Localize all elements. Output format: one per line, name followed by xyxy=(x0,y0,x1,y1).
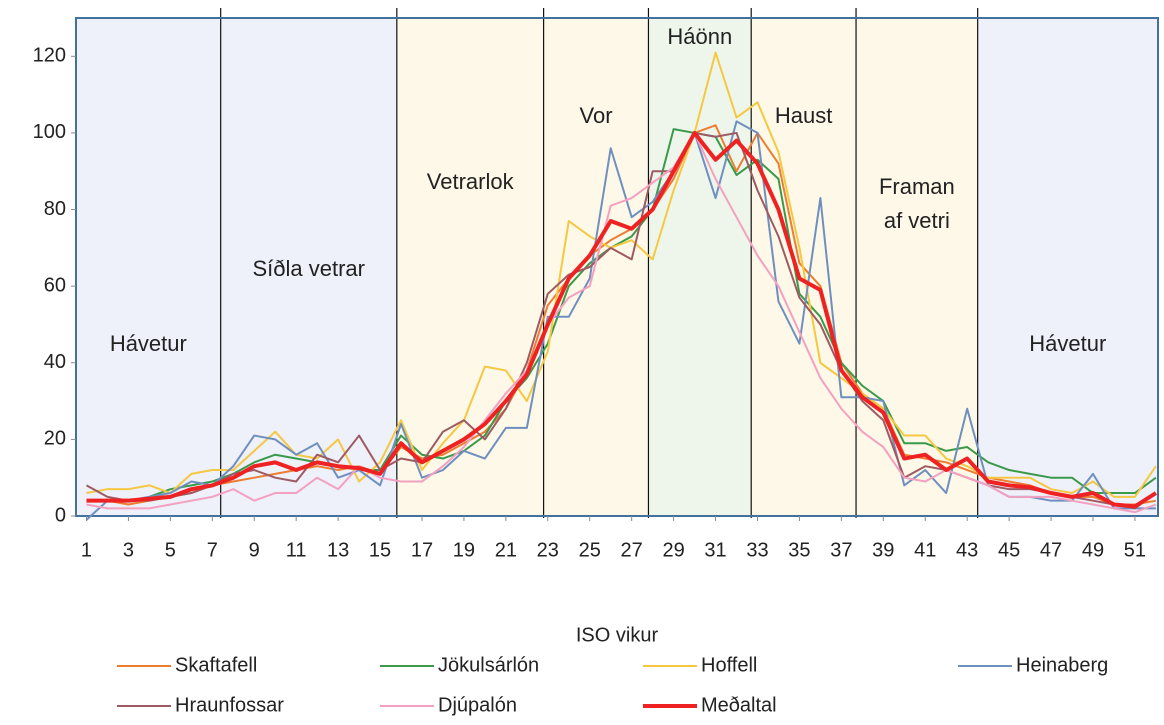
season-label-line: Háönn xyxy=(667,24,732,49)
season-label: Háönn xyxy=(667,24,732,49)
x-tick-label: 37 xyxy=(830,539,852,561)
season-label: Síðla vetrar xyxy=(253,256,366,281)
x-tick-label: 1 xyxy=(81,539,92,561)
season-label: Vetrarlok xyxy=(427,169,515,194)
y-tick-label: 0 xyxy=(55,504,66,526)
season-label-line: Vor xyxy=(580,103,613,128)
season-label: Hávetur xyxy=(110,331,187,356)
x-tick-label: 29 xyxy=(662,539,684,561)
season-region xyxy=(977,18,1158,516)
season-label-line: Hávetur xyxy=(1029,331,1106,356)
season-region xyxy=(856,18,978,516)
x-tick-label: 51 xyxy=(1124,539,1146,561)
legend-label: Djúpalón xyxy=(438,694,517,716)
x-tick-label: 45 xyxy=(998,539,1020,561)
x-tick-label: 9 xyxy=(249,539,260,561)
x-tick-label: 23 xyxy=(537,539,559,561)
x-tick-label: 39 xyxy=(872,539,894,561)
season-region xyxy=(396,18,544,516)
season-label-line: Hávetur xyxy=(110,331,187,356)
x-tick-label: 35 xyxy=(788,539,810,561)
season-region xyxy=(220,18,397,516)
season-region xyxy=(648,18,752,516)
legend-label: Heinaberg xyxy=(1016,654,1108,676)
x-tick-label: 27 xyxy=(621,539,643,561)
season-label-line: af vetri xyxy=(884,208,950,233)
legend-label: Meðaltal xyxy=(701,694,777,716)
legend-label: Hraunfossar xyxy=(175,694,284,716)
season-label-line: Vetrarlok xyxy=(427,169,515,194)
series-line xyxy=(86,124,1157,506)
y-tick-label: 20 xyxy=(44,428,66,450)
y-tick-label: 100 xyxy=(33,121,66,143)
season-label: Hávetur xyxy=(1029,331,1106,356)
series-line xyxy=(86,128,1157,502)
season-label: Vor xyxy=(580,103,613,128)
x-tick-label: 33 xyxy=(746,539,768,561)
x-tick-label: 19 xyxy=(453,539,475,561)
legend-label: Hoffell xyxy=(701,654,757,676)
x-tick-label: 3 xyxy=(123,539,134,561)
x-tick-label: 25 xyxy=(579,539,601,561)
x-tick-label: 49 xyxy=(1082,539,1104,561)
x-tick-label: 43 xyxy=(956,539,978,561)
y-tick-label: 60 xyxy=(44,274,66,296)
season-region xyxy=(76,18,221,516)
y-tick-label: 80 xyxy=(44,198,66,220)
x-tick-label: 47 xyxy=(1040,539,1062,561)
legend-label: Jökulsárlón xyxy=(438,654,539,676)
season-label: Haust xyxy=(775,103,832,128)
x-tick-label: 31 xyxy=(704,539,726,561)
x-tick-label: 11 xyxy=(286,539,307,561)
series-line xyxy=(86,131,1157,514)
x-tick-label: 5 xyxy=(165,539,176,561)
x-tick-label: 13 xyxy=(327,539,349,561)
season-label-line: Haust xyxy=(775,103,832,128)
legend-label: Skaftafell xyxy=(175,654,257,676)
plot-frame xyxy=(75,17,1159,517)
season-region xyxy=(543,18,649,516)
series-line xyxy=(85,120,1156,521)
x-tick-label: 7 xyxy=(207,539,218,561)
y-tick-label: 40 xyxy=(44,351,66,373)
season-label: Framan af vetri xyxy=(879,174,955,233)
x-tick-label: 15 xyxy=(369,539,391,561)
x-tick-label: 21 xyxy=(495,539,517,561)
x-tick-label: 41 xyxy=(914,539,936,561)
y-tick-label: 120 xyxy=(33,45,66,67)
x-tick-label: 17 xyxy=(411,539,433,561)
series-line xyxy=(86,130,1157,509)
season-label-line: Framan xyxy=(879,174,955,199)
season-label-line: Síðla vetrar xyxy=(253,256,366,281)
x-axis-label: ISO vikur xyxy=(576,624,659,646)
